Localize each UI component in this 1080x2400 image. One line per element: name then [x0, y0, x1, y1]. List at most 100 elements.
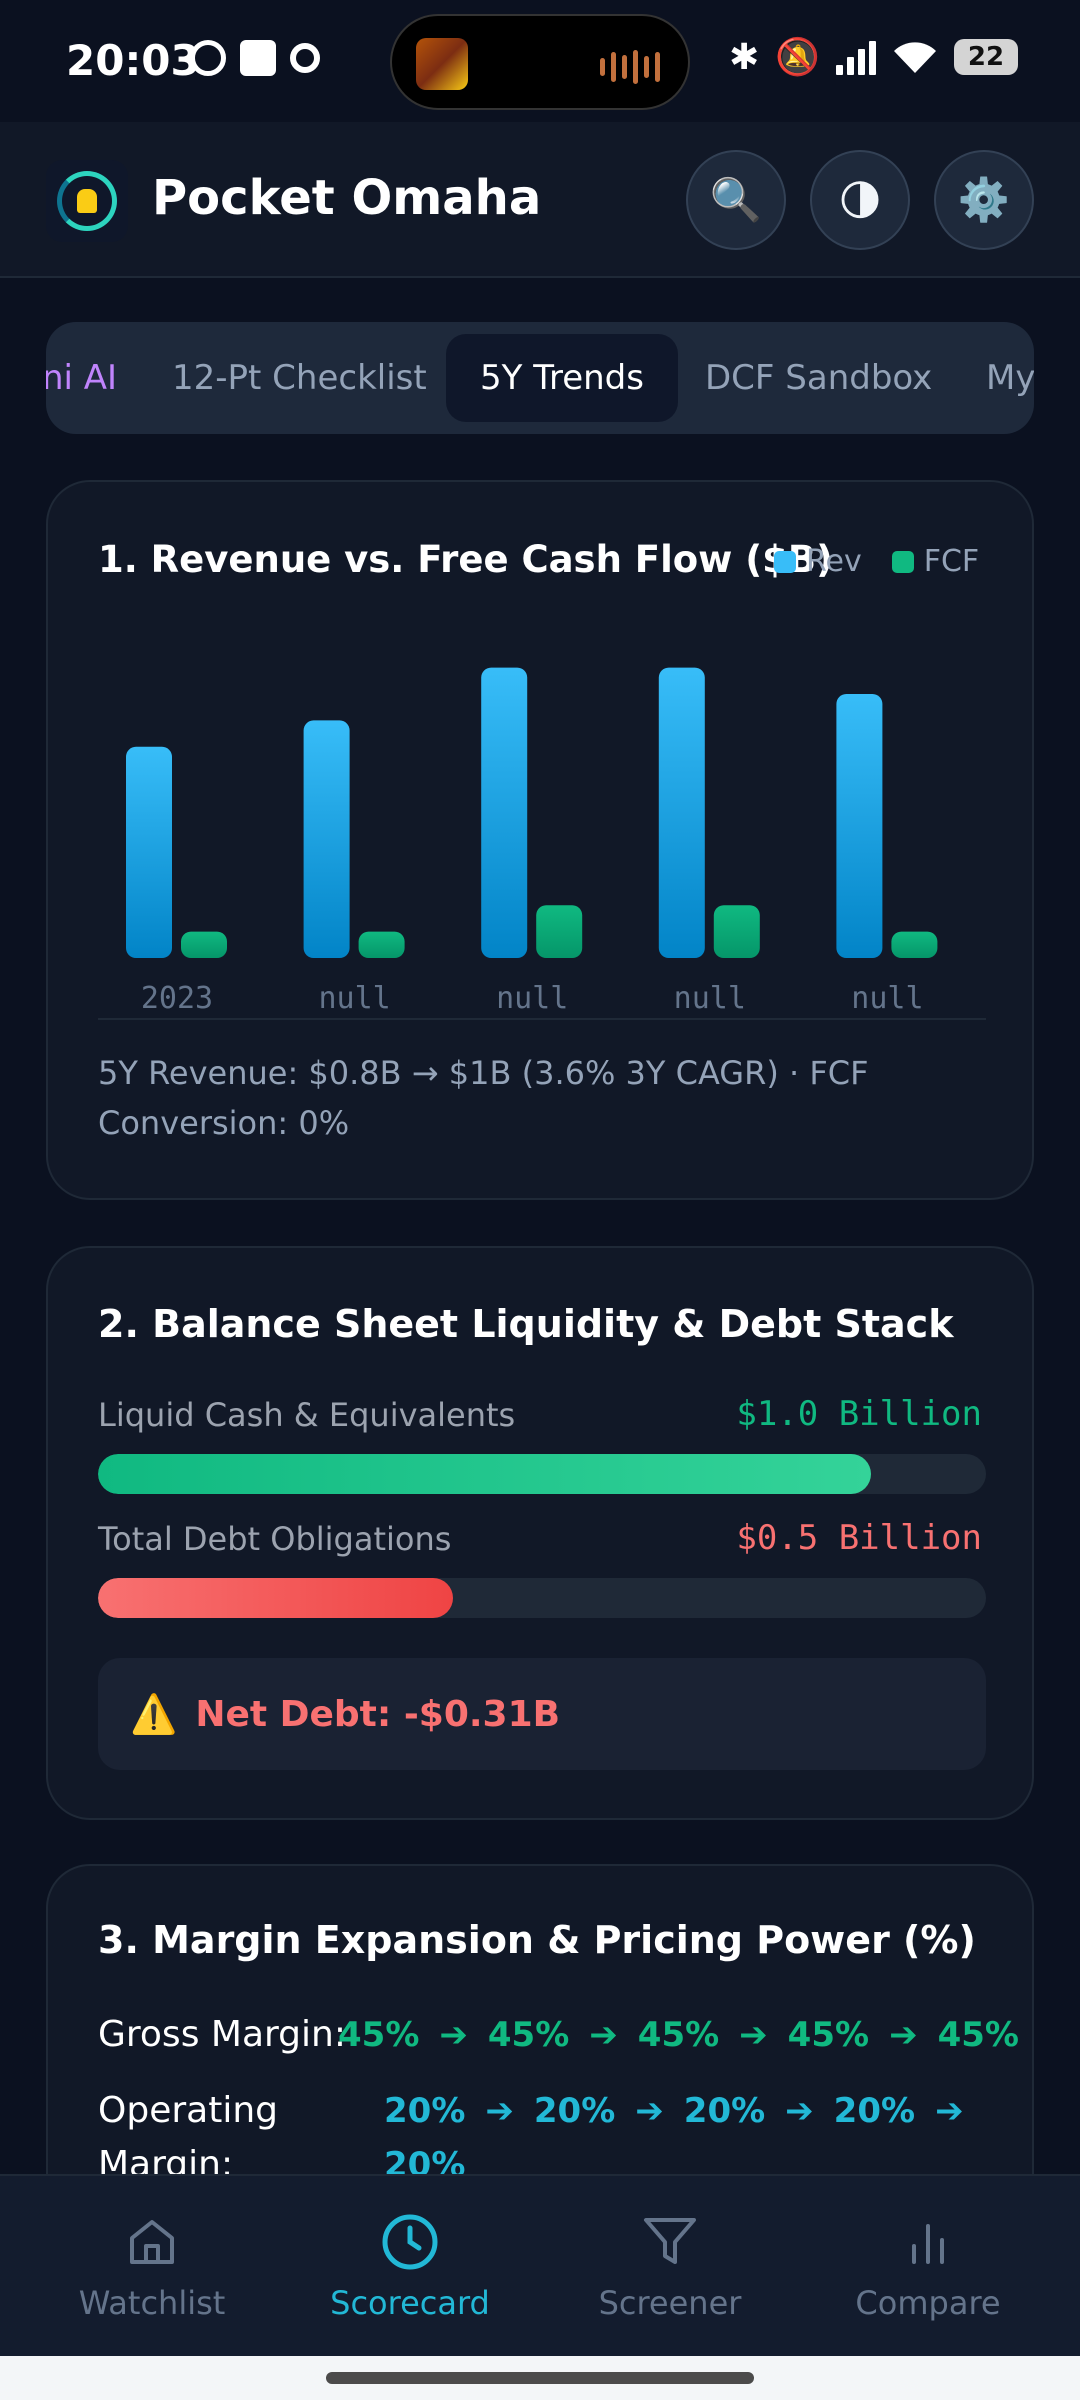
- gross-margin-label: Gross Margin:: [98, 2014, 346, 2055]
- arrow-icon: ➔: [739, 2015, 768, 2055]
- margin-value: 45%: [338, 2015, 420, 2055]
- rev-legend-swatch: [774, 550, 796, 573]
- media-thumbnail: [416, 38, 468, 90]
- filter-icon: [570, 2206, 770, 2278]
- margin-value: 20%: [533, 2091, 616, 2131]
- bottom-navigation: Watchlist Scorecard Screener Compare: [0, 2174, 1080, 2356]
- fcf-bar: [536, 905, 583, 958]
- margin-value: 45%: [937, 2015, 1019, 2055]
- arrow-icon: ➔: [889, 2015, 918, 2055]
- x-tick-label: null: [496, 981, 568, 1016]
- fcf-bar: [713, 905, 760, 958]
- cash-bar-fill: [98, 1454, 871, 1494]
- status-bar: 20:03 ✱ 🔕 22: [0, 0, 1080, 122]
- home-icon: [52, 2206, 252, 2278]
- status-time: 20:03: [66, 36, 200, 85]
- debt-label: Total Debt Obligations: [98, 1520, 452, 1558]
- nav-label: Compare: [855, 2284, 1001, 2322]
- nav-watchlist[interactable]: Watchlist: [52, 2206, 252, 2322]
- nav-label: Scorecard: [330, 2284, 490, 2322]
- fcf-bar: [358, 931, 405, 958]
- margin-value: 20%: [683, 2091, 766, 2131]
- app-header: Pocket Omaha 🔍 🌗 ⚙️: [0, 122, 1080, 278]
- mute-icon: 🔕: [775, 37, 820, 78]
- debt-value: $0.5 Billion: [736, 1518, 982, 1558]
- nav-compare[interactable]: Compare: [828, 2206, 1028, 2322]
- arrow-icon: ➔: [485, 2091, 514, 2131]
- bluetooth-icon: ✱: [729, 36, 760, 78]
- x-tick-label: null: [851, 981, 923, 1016]
- chrome-icon: [290, 43, 320, 73]
- settings-button[interactable]: ⚙️: [934, 150, 1034, 250]
- rev-bar: [481, 667, 528, 958]
- search-button[interactable]: 🔍: [686, 150, 786, 250]
- margin-value: 45%: [637, 2015, 720, 2055]
- gear-icon: ⚙️: [957, 175, 1011, 224]
- cash-bar-track: [98, 1454, 986, 1494]
- notification-square-icon: [240, 40, 276, 76]
- search-icon: 🔍: [709, 175, 763, 224]
- clock-icon: [310, 2206, 510, 2278]
- balance-sheet-card: 2. Balance Sheet Liquidity & Debt Stack …: [46, 1246, 1034, 1820]
- fcf-legend-label: FCF: [923, 544, 980, 579]
- x-tick-label: 2023: [141, 981, 213, 1016]
- rev-bar: [836, 694, 883, 958]
- revenue-fcf-chart: 2023 null null null null: [126, 667, 938, 1016]
- chart-legend: Rev FCF: [774, 544, 979, 579]
- nav-scorecard[interactable]: Scorecard: [310, 2206, 510, 2322]
- tab-my[interactable]: My: [986, 358, 1034, 398]
- audio-wave-icon: [600, 50, 660, 84]
- gross-margin-values: 45% ➔ 45% ➔ 45% ➔ 45% ➔ 45%: [338, 2008, 1038, 2062]
- debt-bar-fill: [98, 1578, 454, 1618]
- arrow-icon: ➔: [785, 2091, 814, 2131]
- fcf-bar: [181, 931, 227, 958]
- arrow-icon: ➔: [439, 2015, 468, 2055]
- moon-icon: 🌗: [838, 175, 882, 225]
- net-debt-alert: ⚠️ Net Debt: -$0.31B: [98, 1658, 986, 1770]
- revenue-fcf-card: 1. Revenue vs. Free Cash Flow ($B) Rev F…: [46, 480, 1034, 1200]
- net-debt-text: Net Debt: -$0.31B: [195, 1693, 561, 1735]
- arrow-icon: ➔: [589, 2015, 618, 2055]
- x-tick-label: null: [674, 981, 746, 1016]
- fcf-bar: [891, 931, 938, 958]
- app-logo: [46, 160, 128, 242]
- nav-screener[interactable]: Screener: [570, 2206, 770, 2322]
- app-title: Pocket Omaha: [152, 170, 542, 226]
- margin-value: 20%: [833, 2091, 916, 2131]
- notification-app-icon: [190, 40, 226, 76]
- arrow-icon: ➔: [935, 2091, 964, 2131]
- rev-bar: [303, 720, 350, 958]
- rev-bar: [658, 667, 705, 958]
- home-indicator[interactable]: [326, 2372, 754, 2384]
- cash-value: $1.0 Billion: [736, 1394, 982, 1434]
- revenue-summary: 5Y Revenue: $0.8B → $1B (3.6% 3Y CAGR) ·…: [98, 1054, 869, 1142]
- battery-icon: 22: [954, 39, 1018, 75]
- x-tick-label: null: [318, 981, 390, 1016]
- fcf-legend-swatch: [891, 550, 914, 573]
- status-right-icons: ✱ 🔕 22: [729, 36, 1018, 78]
- section-tabs[interactable]: ni AI 12-Pt Checklist 5Y Trends DCF Sand…: [46, 322, 1034, 434]
- rev-bar: [126, 746, 172, 958]
- arrow-icon: ➔: [635, 2091, 664, 2131]
- dynamic-island[interactable]: [390, 14, 690, 110]
- nav-label: Watchlist: [78, 2284, 226, 2322]
- theme-toggle-button[interactable]: 🌗: [810, 150, 910, 250]
- bar-chart-icon: [828, 2206, 1028, 2278]
- logo-ring-icon: [57, 171, 117, 231]
- wifi-icon: [894, 42, 936, 73]
- signal-icon: [836, 39, 876, 75]
- bell-icon: [77, 189, 97, 213]
- card-title: 2. Balance Sheet Liquidity & Debt Stack: [98, 1302, 954, 1346]
- tab-checklist[interactable]: 12-Pt Checklist: [172, 358, 427, 398]
- card-title: 1. Revenue vs. Free Cash Flow ($B): [98, 538, 834, 581]
- notification-icons: [190, 40, 320, 76]
- tab-dcf-sandbox[interactable]: DCF Sandbox: [705, 358, 933, 398]
- tab-ai[interactable]: ni AI: [46, 358, 118, 398]
- debt-bar-track: [98, 1578, 986, 1618]
- rev-legend-label: Rev: [806, 544, 862, 579]
- card-title: 3. Margin Expansion & Pricing Power (%): [98, 1918, 976, 1962]
- warning-icon: ⚠️: [130, 1691, 178, 1736]
- margin-value: 20%: [384, 2091, 466, 2131]
- margin-value: 45%: [787, 2015, 870, 2055]
- tab-5y-trends[interactable]: 5Y Trends: [446, 334, 678, 422]
